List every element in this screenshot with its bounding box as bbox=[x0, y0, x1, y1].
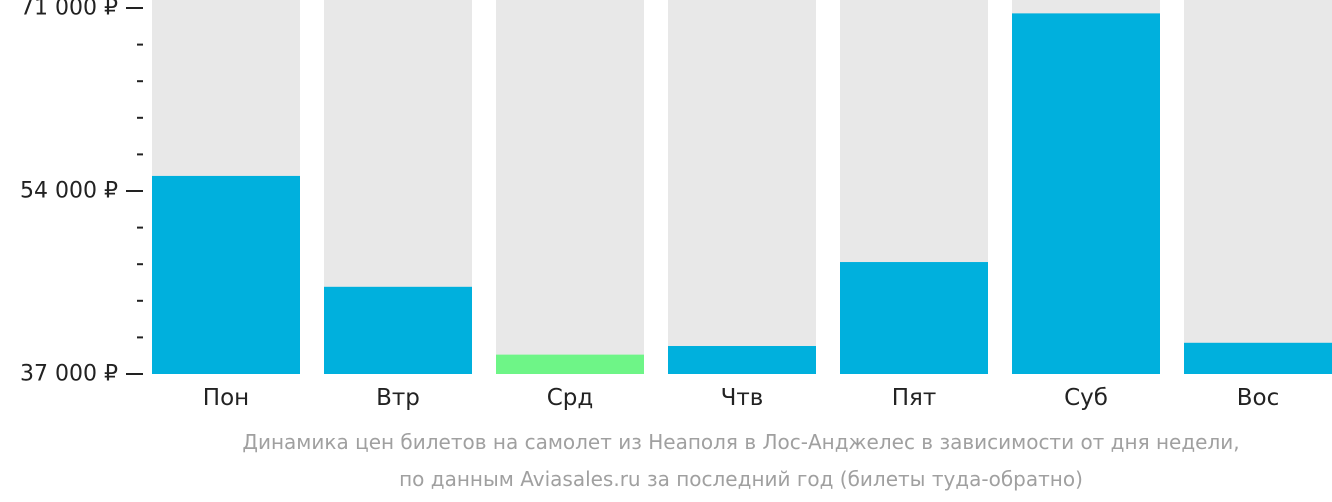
bar-background bbox=[1184, 0, 1332, 374]
x-category-label: Пят bbox=[892, 385, 937, 411]
chart-caption-line-2: по данным Aviasales.ru за последний год … bbox=[399, 467, 1083, 491]
x-category-label: Вос bbox=[1237, 385, 1280, 411]
y-axis: 37 000 ₽ 54 000 ₽ 71 000 ₽ bbox=[20, 0, 143, 387]
bar-3 bbox=[668, 346, 816, 374]
chart-caption-line-1: Динамика цен билетов на самолет из Неапо… bbox=[242, 430, 1240, 454]
price-by-weekday-chart: 37 000 ₽ 54 000 ₽ 71 000 ₽ Пон Втр Срд Чтв Пят… bbox=[20, 0, 1332, 411]
bar-4 bbox=[840, 262, 988, 374]
y-tick-label: 37 000 ₽ bbox=[20, 362, 118, 387]
x-category-label: Суб bbox=[1064, 385, 1108, 411]
y-tick-label: 71 000 ₽ bbox=[20, 0, 118, 21]
bar-6 bbox=[1184, 342, 1332, 374]
y-tick-label: 54 000 ₽ bbox=[20, 179, 118, 204]
bar-1 bbox=[324, 286, 472, 374]
x-category-label: Чтв bbox=[721, 385, 764, 411]
x-category-label: Пон bbox=[203, 385, 249, 411]
bar-background bbox=[668, 0, 816, 374]
bar-5 bbox=[1012, 13, 1160, 374]
x-axis-labels: Пон Втр Срд Чтв Пят Суб Вос bbox=[203, 385, 1279, 411]
x-category-label: Срд bbox=[547, 385, 594, 411]
bars bbox=[152, 0, 1332, 374]
bar-0 bbox=[152, 175, 300, 374]
bar-background bbox=[496, 0, 644, 374]
x-category-label: Втр bbox=[376, 385, 420, 411]
bar-2 bbox=[496, 354, 644, 374]
